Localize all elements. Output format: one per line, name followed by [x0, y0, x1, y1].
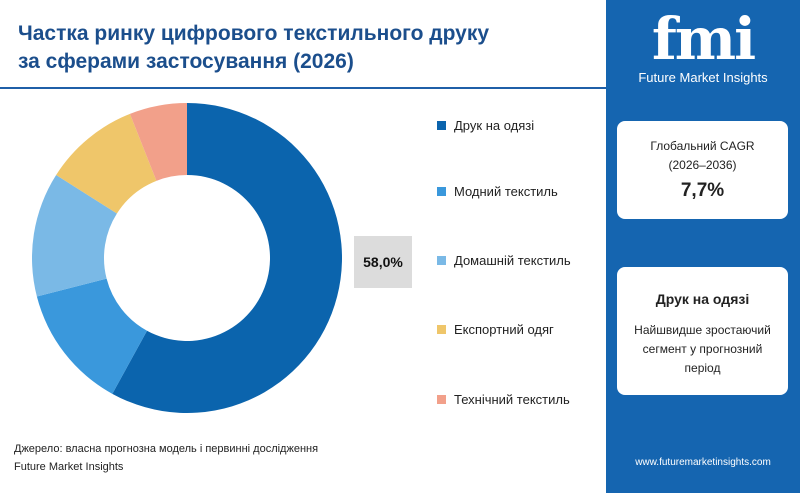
source-note: Джерело: власна прогнозна модель і перви…	[14, 443, 319, 455]
segment-title: Друк на одязі	[655, 291, 750, 307]
legend-label: Експортний одяг	[454, 322, 554, 337]
legend-label: Модний текстиль	[454, 184, 558, 199]
donut-chart	[31, 103, 342, 413]
donut-slice-3	[56, 113, 157, 214]
legend-label: Технічний текстиль	[454, 392, 570, 407]
donut-slice-0	[112, 103, 342, 413]
legend-item: Експортний одяг	[437, 322, 554, 337]
segment-desc: сегмент у прогнозний	[642, 342, 763, 356]
data-label-0: 58,0%	[354, 236, 412, 288]
cagr-value: 7,7%	[680, 180, 725, 201]
chart-title: Частка ринку цифрового текстильного друк…	[18, 20, 489, 76]
donut-slice-1	[36, 278, 148, 394]
legend-swatch	[437, 395, 446, 404]
legend-item: Технічний текстиль	[437, 392, 570, 407]
legend-swatch	[437, 325, 446, 334]
legend-swatch	[437, 256, 446, 265]
legend-item: Модний текстиль	[437, 184, 558, 199]
cagr-period: (2026–2036)	[668, 158, 737, 172]
legend-swatch	[437, 187, 446, 196]
website-link[interactable]: www.futuremarketinsights.com	[635, 457, 771, 468]
title-line-2: за сферами застосування (2026)	[18, 50, 354, 73]
legend-swatch	[437, 121, 446, 130]
logo-subtitle: Future Market Insights	[638, 70, 768, 85]
logo-mark: fmi	[651, 5, 756, 73]
segment-desc: період	[684, 361, 721, 375]
legend-label: Домашній текстиль	[454, 253, 571, 268]
divider	[0, 87, 606, 89]
segment-desc: Найшвидше зростаючий	[634, 323, 771, 337]
cagr-label: Глобальний CAGR	[650, 139, 755, 153]
fmi-logo: fmi Future Market Insights	[606, 8, 800, 85]
sidebar: fmi Future Market Insights Глобальний CA…	[606, 0, 800, 493]
legend-item: Друк на одязі	[437, 118, 534, 133]
title-line-1: Частка ринку цифрового текстильного друк…	[18, 22, 490, 45]
cagr-card: Глобальний CAGR (2026–2036) 7,7%	[617, 121, 788, 219]
segment-card: Друк на одязі Найшвидше зростаючий сегме…	[617, 267, 788, 395]
donut-slice-2	[31, 174, 117, 297]
donut-slice-4	[129, 103, 187, 181]
legend-label: Друк на одязі	[454, 118, 535, 133]
legend-item: Домашній текстиль	[437, 253, 571, 268]
source-org: Future Market Insights	[14, 461, 124, 473]
